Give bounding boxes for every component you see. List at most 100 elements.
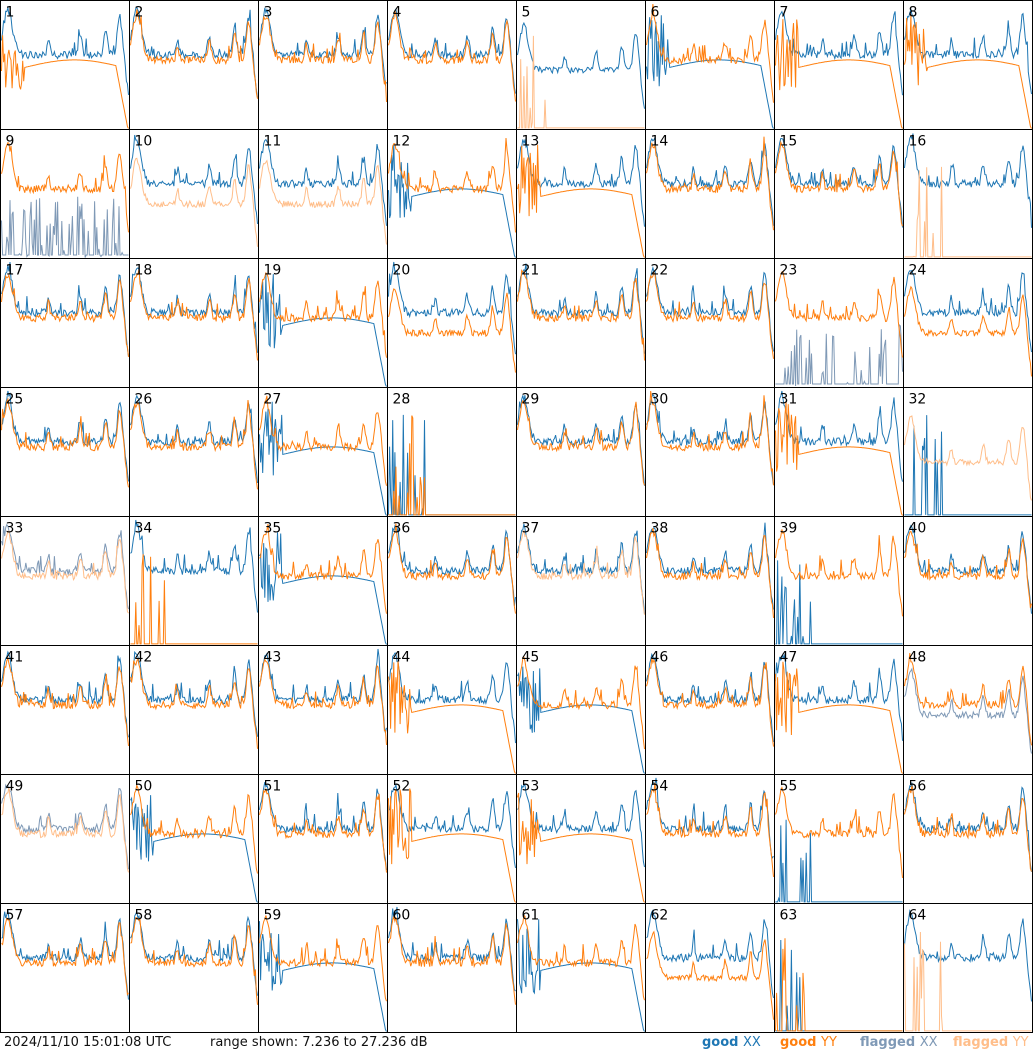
tile-41: 41 xyxy=(0,645,130,775)
tile-56: 56 xyxy=(903,774,1033,904)
tile-2: 2 xyxy=(129,0,259,130)
series-xx xyxy=(904,7,1032,95)
tile-43: 43 xyxy=(258,645,388,775)
tile-frame xyxy=(645,516,775,646)
tile-number: 42 xyxy=(135,650,153,666)
tile-number: 22 xyxy=(651,263,669,279)
series-yy xyxy=(259,524,387,614)
tile-48: 48 xyxy=(903,645,1033,775)
tile-number: 63 xyxy=(780,908,798,924)
series-yy xyxy=(646,271,774,359)
series-xx xyxy=(775,137,903,228)
tile-37: 37 xyxy=(516,516,646,646)
series-xx xyxy=(1,909,129,1000)
series-xx xyxy=(904,269,1032,353)
tile-number: 54 xyxy=(651,779,669,795)
series-yy xyxy=(388,10,516,102)
tile-number: 56 xyxy=(909,779,927,795)
tile-frame xyxy=(387,903,517,1033)
tile-number: 4 xyxy=(393,5,402,21)
series-yy xyxy=(775,661,903,774)
series-yy xyxy=(646,657,774,747)
series-yy xyxy=(517,269,645,361)
series-xx xyxy=(646,909,774,999)
series-xx xyxy=(646,137,774,226)
tile-22: 22 xyxy=(645,258,775,388)
tile-number: 60 xyxy=(393,908,411,924)
series-yy xyxy=(517,914,645,1001)
series-yy xyxy=(1,656,129,746)
tile-frame xyxy=(387,516,517,646)
series-yy xyxy=(1,530,129,614)
tile-44: 44 xyxy=(387,645,517,775)
tile-15: 15 xyxy=(774,129,904,259)
tile-6: 6 xyxy=(645,0,775,130)
tile-29: 29 xyxy=(516,387,646,517)
series-yy xyxy=(775,938,903,1032)
tile-54: 54 xyxy=(645,774,775,904)
tile-23: 23 xyxy=(774,258,904,388)
series-yy xyxy=(130,917,258,1005)
series-xx xyxy=(130,519,258,613)
tile-number: 57 xyxy=(6,908,24,924)
series-yy xyxy=(388,523,516,614)
tile-frame xyxy=(387,129,517,259)
tile-33: 33 xyxy=(0,516,130,646)
tile-62: 62 xyxy=(645,903,775,1033)
legend-flagged-yy: flagged YY xyxy=(953,1035,1029,1050)
series-yy xyxy=(1,397,129,488)
series-xx xyxy=(904,415,1032,516)
tile-number: 20 xyxy=(393,263,411,279)
tile-frame xyxy=(903,903,1033,1033)
series-xx xyxy=(775,819,903,903)
tile-frame xyxy=(0,903,130,1033)
series-yy xyxy=(775,19,903,129)
series-yy xyxy=(904,166,1032,258)
footer: 2024/11/10 15:01:08 UTC range shown: 7.2… xyxy=(0,1033,1033,1053)
series-yy xyxy=(646,136,774,231)
tile-frame xyxy=(129,0,259,130)
tile-number: 18 xyxy=(135,263,153,279)
tile-number: 30 xyxy=(651,392,669,408)
tile-number: 19 xyxy=(264,263,282,279)
tile-14: 14 xyxy=(645,129,775,259)
tile-47: 47 xyxy=(774,645,904,775)
tile-frame xyxy=(774,129,904,259)
tile-number: 43 xyxy=(264,650,282,666)
tile-19: 19 xyxy=(258,258,388,388)
tile-frame xyxy=(258,387,388,517)
series-xx xyxy=(259,7,387,87)
series-yy xyxy=(259,159,387,245)
tile-17: 17 xyxy=(0,258,130,388)
tile-number: 7 xyxy=(780,5,789,21)
tile-frame xyxy=(516,774,646,904)
series-yy xyxy=(904,530,1032,609)
tile-51: 51 xyxy=(258,774,388,904)
tile-36: 36 xyxy=(387,516,517,646)
series-xx xyxy=(904,909,1032,1002)
series-xx xyxy=(775,652,903,741)
tile-49: 49 xyxy=(0,774,130,904)
tile-number: 25 xyxy=(6,392,24,408)
tile-5: 5 xyxy=(516,0,646,130)
tile-64: 64 xyxy=(903,903,1033,1033)
series-yy xyxy=(388,137,516,233)
tile-number: 33 xyxy=(6,521,24,537)
tile-frame xyxy=(129,387,259,517)
tile-16: 16 xyxy=(903,129,1033,259)
tile-40: 40 xyxy=(903,516,1033,646)
tile-number: 45 xyxy=(522,650,540,666)
tile-frame xyxy=(0,129,130,259)
tile-38: 38 xyxy=(645,516,775,646)
series-yy xyxy=(388,415,516,516)
series-yy xyxy=(646,390,774,486)
series-yy xyxy=(646,527,774,618)
tile-number: 23 xyxy=(780,263,798,279)
tile-46: 46 xyxy=(645,645,775,775)
tile-number: 10 xyxy=(135,134,153,150)
tile-number: 3 xyxy=(264,5,273,21)
series-yy xyxy=(1,273,129,357)
tile-frame xyxy=(903,774,1033,904)
series-xx xyxy=(259,138,387,226)
